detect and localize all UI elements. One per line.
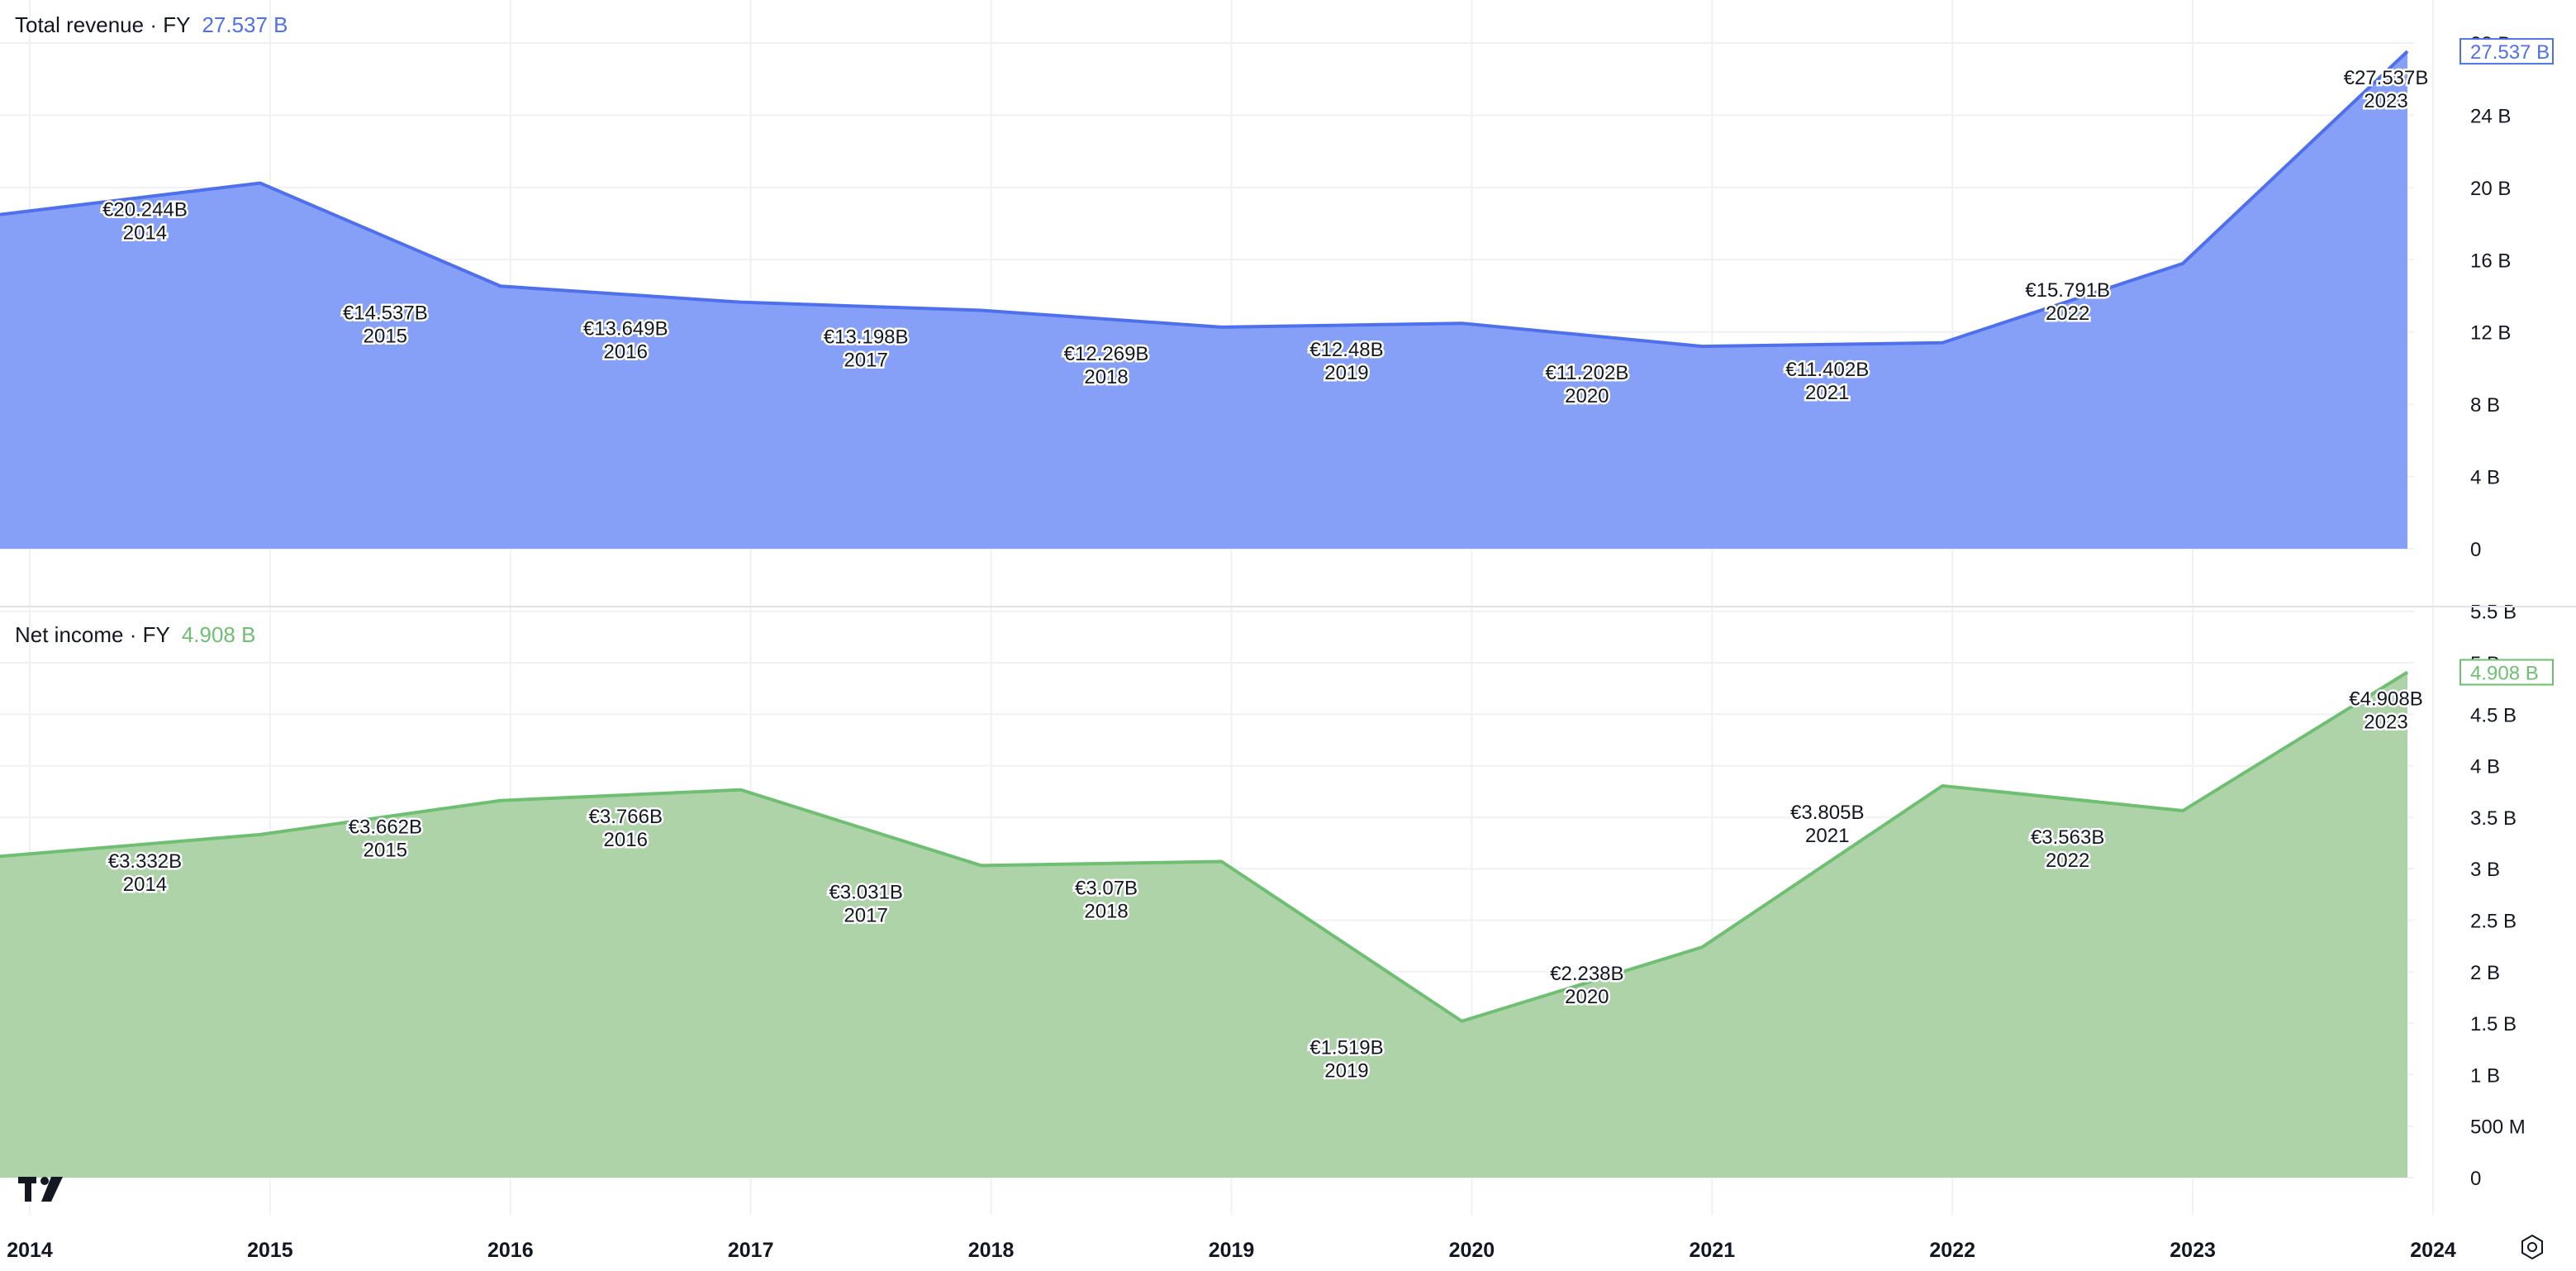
- revenue-legend-title: Total revenue · FY: [15, 12, 191, 37]
- revenue-data-label-year: 2016: [604, 341, 648, 364]
- net-income-y-tick-label: 1 B: [2470, 1064, 2500, 1087]
- revenue-data-label: €13.198B: [824, 326, 909, 349]
- revenue-area: [0, 51, 2407, 549]
- net-income-data-label: €2.238B: [1550, 963, 1623, 985]
- x-axis-label: 2023: [2170, 1239, 2216, 1262]
- net-income-legend: Net income · FY 4.908 B: [15, 621, 255, 648]
- revenue-y-tick-label: 24 B: [2470, 105, 2511, 127]
- net-income-data-label: €3.766B: [589, 806, 663, 828]
- revenue-data-label-year: 2017: [844, 350, 887, 372]
- net-income-badge-frame: [2460, 659, 2554, 686]
- net-income-data-label-year: 2019: [1324, 1060, 1368, 1083]
- revenue-y-tick-label: 12 B: [2470, 322, 2511, 345]
- net-income-y-tick-label: 1.5 B: [2470, 1013, 2517, 1035]
- net-income-y-tick-label: 3 B: [2470, 859, 2500, 881]
- revenue-legend-value: 27.537 B: [202, 12, 288, 37]
- net-income-data-label-year: 2017: [844, 904, 887, 926]
- net-income-y-tick-label: 2 B: [2470, 962, 2500, 984]
- net-income-y-tick-label: 0: [2470, 1168, 2481, 1190]
- revenue-y-tick-label: 0: [2470, 539, 2481, 561]
- revenue-data-label-year: 2023: [2364, 90, 2407, 112]
- net-income-y-tick-label: 2.5 B: [2470, 911, 2517, 933]
- x-axis-label: 2022: [1929, 1239, 1975, 1262]
- revenue-data-label: €11.202B: [1545, 362, 1628, 384]
- net-income-data-label-year: 2021: [1805, 825, 1849, 847]
- net-income-data-label: €3.07B: [1075, 877, 1138, 899]
- net-income-y-tick-label: 3.5 B: [2470, 807, 2517, 830]
- net-income-data-label: €1.519B: [1309, 1037, 1383, 1059]
- revenue-data-label-year: 2022: [2046, 302, 2089, 325]
- revenue-data-label: €11.402B: [1785, 359, 1869, 381]
- revenue-badge-frame: [2460, 38, 2554, 65]
- x-axis-label: 2020: [1449, 1239, 1495, 1262]
- revenue-data-label-year: 2020: [1565, 385, 1609, 407]
- net-income-y-tick-label: 4 B: [2470, 756, 2500, 778]
- net-income-data-label-year: 2014: [123, 874, 167, 896]
- net-income-data-label-year: 2016: [604, 829, 648, 851]
- revenue-data-label-year: 2015: [364, 325, 407, 347]
- revenue-data-label: €14.537B: [343, 302, 428, 324]
- x-axis-label: 2021: [1689, 1239, 1735, 1262]
- revenue-data-label-year: 2021: [1805, 382, 1849, 404]
- revenue-data-label-year: 2019: [1324, 362, 1368, 384]
- net-income-area: [0, 672, 2407, 1178]
- net-income-data-label: €3.662B: [349, 816, 422, 839]
- net-income-data-label: €3.332B: [108, 850, 182, 873]
- revenue-last-value-badge: 27.537 B: [2460, 38, 2554, 65]
- revenue-y-tick-label: 4 B: [2470, 467, 2500, 489]
- revenue-data-label: €27.537B: [2344, 67, 2429, 89]
- revenue-data-label: €15.791B: [2025, 279, 2110, 302]
- revenue-y-tick-label: 20 B: [2470, 178, 2511, 200]
- revenue-data-label: €13.649B: [583, 318, 668, 340]
- revenue-badge-value: 27.537 B: [2470, 41, 2550, 64]
- settings-icon[interactable]: [2518, 1233, 2546, 1261]
- x-axis-label: 2019: [1209, 1239, 1255, 1262]
- x-axis-label: 2024: [2410, 1239, 2456, 1262]
- revenue-y-tick-label: 16 B: [2470, 250, 2511, 272]
- net-income-data-label-year: 2015: [364, 840, 407, 862]
- net-income-legend-value: 4.908 B: [181, 622, 256, 647]
- revenue-y-tick-label: 8 B: [2470, 394, 2500, 417]
- revenue-series-line: [0, 50, 2409, 349]
- revenue-data-label: €20.244B: [102, 199, 188, 221]
- revenue-data-label: €12.48B: [1309, 339, 1383, 361]
- net-income-data-label: €3.031B: [829, 881, 902, 903]
- net-income-badge-value: 4.908 B: [2470, 662, 2539, 684]
- net-income-data-label: €4.908B: [2349, 688, 2422, 710]
- x-axis-label: 2017: [728, 1239, 774, 1262]
- net-income-y-tick-label: 4.5 B: [2470, 704, 2517, 726]
- net-income-data-label-year: 2020: [1565, 986, 1609, 1008]
- revenue-legend: Total revenue · FY 27.537 B: [15, 12, 288, 38]
- x-axis-label: 2016: [487, 1239, 534, 1262]
- net-income-y-tick-label: 5.5 B: [2470, 602, 2517, 624]
- revenue-data-label-year: 2018: [1084, 366, 1128, 388]
- x-axis-label: 2014: [7, 1239, 53, 1262]
- net-income-legend-title: Net income · FY: [15, 622, 170, 647]
- x-axis-label: 2018: [968, 1239, 1015, 1262]
- net-income-data-label: €3.805B: [1790, 802, 1864, 824]
- net-income-data-label-year: 2022: [2046, 850, 2089, 872]
- net-income-data-label-year: 2023: [2364, 711, 2407, 733]
- net-income-series-line: [0, 670, 2409, 1023]
- net-income-last-value-badge: 4.908 B: [2460, 659, 2554, 686]
- tradingview-logo-icon[interactable]: [18, 1173, 71, 1207]
- net-income-y-tick-label: 500 M: [2470, 1116, 2526, 1139]
- x-axis-label: 2015: [247, 1239, 293, 1262]
- revenue-data-label-year: 2014: [123, 222, 167, 245]
- net-income-data-label: €3.563B: [2031, 826, 2104, 849]
- revenue-data-label: €12.269B: [1064, 343, 1149, 365]
- net-income-data-label-year: 2018: [1084, 900, 1128, 922]
